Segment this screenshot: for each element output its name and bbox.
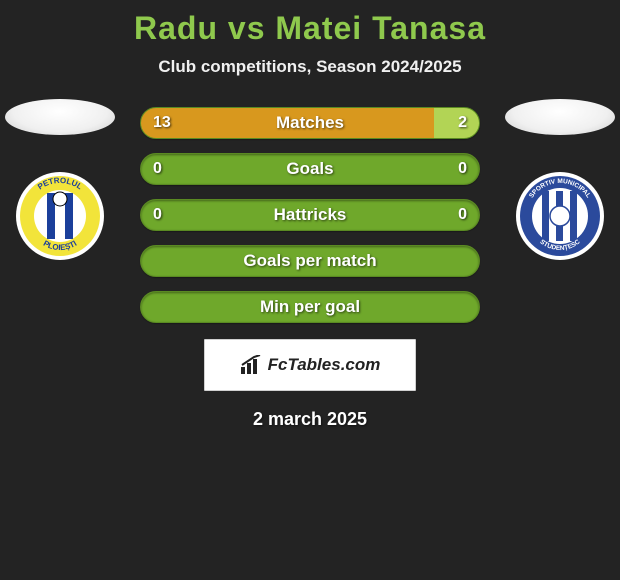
stat-label: Matches [141, 108, 479, 138]
title-p2: Matei Tanasa [275, 10, 486, 46]
brand-badge[interactable]: FcTables.com [204, 339, 416, 391]
date-label: 2 march 2025 [0, 409, 620, 430]
stat-value-right: 2 [446, 108, 479, 138]
right-player-oval [505, 99, 615, 135]
stat-label: Hattricks [141, 200, 479, 230]
title-vs: vs [228, 10, 266, 46]
stat-row: Goals0 0 [140, 153, 480, 185]
bar-chart-icon [240, 355, 264, 375]
stat-row: Goals per match [140, 245, 480, 277]
title-p1: Radu [134, 10, 218, 46]
left-player-oval [5, 99, 115, 135]
stats-list: Matches132Goals00Hattricks00Goals per ma… [140, 107, 480, 323]
stat-row: Matches13 2 [140, 107, 480, 139]
stat-label: Min per goal [141, 292, 479, 322]
brand-text: FcTables.com [268, 355, 381, 375]
comparison-panel: PETROLUL PLOIEȘTI [0, 107, 620, 430]
right-club-crest: SPORTIV MUNICIPAL STUDENȚESC [515, 171, 605, 261]
left-player-column: PETROLUL PLOIEȘTI [0, 99, 120, 261]
subtitle: Club competitions, Season 2024/2025 [0, 57, 620, 77]
stat-value-right: 0 [446, 154, 479, 184]
right-player-column: SPORTIV MUNICIPAL STUDENȚESC [500, 99, 620, 261]
stat-label: Goals [141, 154, 479, 184]
left-club-crest: PETROLUL PLOIEȘTI [15, 171, 105, 261]
page-title: Radu vs Matei Tanasa [0, 0, 620, 47]
stat-value-left: 0 [141, 200, 174, 230]
stat-value-left: 13 [141, 108, 183, 138]
left-crest-svg: PETROLUL PLOIEȘTI [15, 171, 105, 261]
stat-row: Hattricks0 0 [140, 199, 480, 231]
stat-value-left: 0 [141, 154, 174, 184]
stat-row: Min per goal [140, 291, 480, 323]
right-crest-svg: SPORTIV MUNICIPAL STUDENȚESC [515, 171, 605, 261]
stat-label: Goals per match [141, 246, 479, 276]
stat-value-right: 0 [446, 200, 479, 230]
